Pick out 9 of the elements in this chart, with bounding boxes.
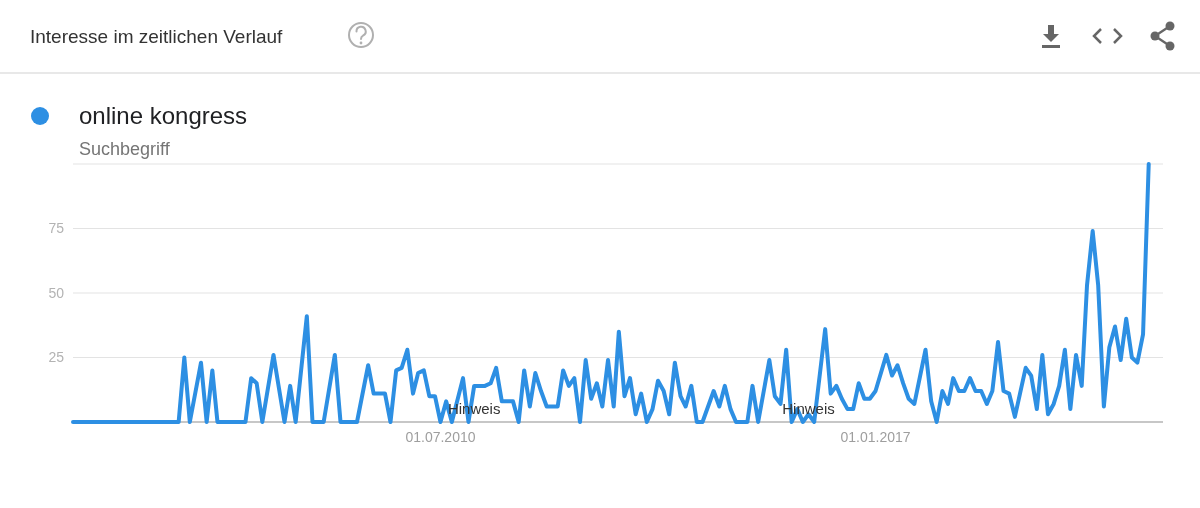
x-tick-label: 01.01.2017 bbox=[840, 429, 911, 445]
line-series bbox=[71, 162, 1151, 424]
y-tick-label: 75 bbox=[48, 220, 65, 237]
chart-title: Interesse im zeitlichen Verlauf bbox=[30, 26, 284, 47]
y-tick-label: 50 bbox=[48, 284, 65, 301]
text: Suchbegriff bbox=[79, 139, 171, 159]
legend-label: online kongress bbox=[79, 102, 248, 129]
x-tick-label: 01.07.2010 bbox=[405, 429, 476, 445]
y-tick-label: 25 bbox=[48, 349, 65, 366]
